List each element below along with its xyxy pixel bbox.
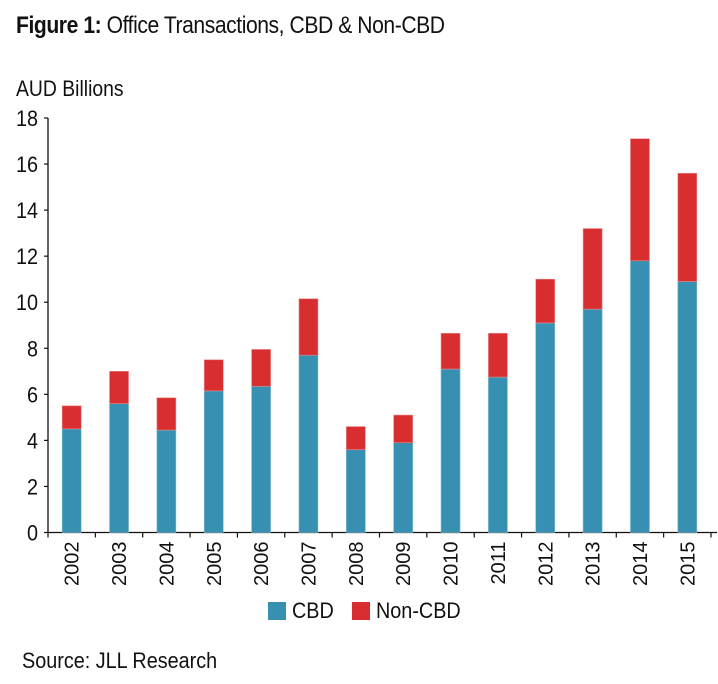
x-tick-label: 2002	[62, 542, 84, 587]
bar-non-cbd-2004	[156, 397, 177, 431]
bar-cbd-2009	[393, 442, 413, 533]
y-tick-label: 16	[16, 153, 38, 177]
legend-swatch-cbd	[268, 602, 286, 620]
x-tick-label: 2007	[298, 542, 320, 587]
stacked-bar-chart: 0 2 4 6 8 10 12 14 16 18 2002 2003 2004 2005 2006 2007…	[16, 107, 717, 587]
bar-cbd-2004	[156, 429, 177, 533]
bar-cbd-2007	[298, 354, 319, 533]
y-tick-label: 0	[27, 522, 38, 546]
legend: CBD Non-CBD	[268, 598, 485, 624]
bar-cbd-2011	[488, 376, 508, 533]
bar-non-cbd-2008	[346, 426, 366, 450]
y-tick-label: 4	[27, 429, 38, 453]
bar-non-cbd-2014	[630, 138, 650, 262]
x-tick-label: 2013	[583, 542, 605, 587]
x-tick-label: 2012	[535, 542, 557, 587]
bar-non-cbd-2007	[298, 298, 319, 356]
bar-non-cbd-2003	[109, 371, 129, 404]
bar-cbd-2012	[535, 322, 556, 533]
x-tick-label: 2015	[677, 542, 699, 587]
y-tick-label: 18	[16, 107, 38, 131]
bar-cbd-2003	[109, 403, 129, 533]
y-tick-label: 6	[27, 383, 38, 407]
legend-label-non-cbd: Non-CBD	[376, 598, 462, 623]
bar-non-cbd-2015	[677, 172, 698, 282]
bar-cbd-2006	[251, 385, 271, 533]
y-axis: 0 2 4 6 8 10 12 14 16 18	[16, 107, 49, 546]
x-tick-label: 2008	[346, 542, 368, 587]
y-tick-label: 12	[16, 245, 38, 269]
x-tick-label: 2006	[251, 542, 273, 587]
bar-non-cbd-2006	[251, 349, 271, 387]
bar-cbd-2014	[630, 260, 650, 533]
legend-item-cbd: CBD	[268, 598, 338, 624]
x-tick-label: 2010	[441, 542, 463, 587]
x-tick-label: 2005	[204, 542, 226, 587]
x-tick-label: 2009	[393, 542, 415, 587]
bar-non-cbd-2010	[440, 333, 461, 370]
bar-cbd-2008	[346, 449, 366, 533]
x-tick-label: 2003	[109, 542, 131, 587]
y-axis-label: AUD Billions	[16, 76, 124, 101]
bar-cbd-2015	[677, 281, 698, 533]
x-tick-label: 2004	[156, 542, 178, 587]
bar-cbd-2010	[440, 368, 461, 533]
figure-title-text: Office Transactions, CBD & Non-CBD	[101, 12, 445, 39]
y-tick-label: 2	[27, 476, 38, 500]
bar-cbd-2002	[61, 428, 82, 533]
bar-non-cbd-2002	[61, 405, 82, 430]
source-note: Source: JLL Research	[22, 648, 218, 673]
figure-title-label: Figure 1:	[16, 12, 102, 39]
x-tick-label: 2011	[488, 542, 510, 585]
legend-swatch-non-cbd	[352, 602, 371, 620]
y-tick-label: 14	[16, 199, 38, 223]
bars	[61, 138, 698, 533]
legend-label-cbd: CBD	[292, 598, 334, 623]
bar-non-cbd-2013	[582, 228, 603, 310]
bar-cbd-2013	[582, 308, 603, 533]
x-axis: 2002 2003 2004 2005 2006 2007 2008 2009 2010 2011…	[47, 531, 717, 587]
bar-non-cbd-2011	[488, 333, 508, 378]
y-tick-label: 8	[27, 337, 38, 361]
bar-non-cbd-2005	[203, 359, 224, 392]
x-tick-label: 2014	[630, 542, 652, 587]
y-tick-label: 10	[16, 291, 38, 315]
bar-non-cbd-2009	[393, 414, 413, 443]
legend-item-non-cbd: Non-CBD	[352, 598, 470, 624]
bar-non-cbd-2012	[535, 278, 556, 324]
bar-cbd-2005	[203, 390, 224, 533]
figure-title: Figure 1: Office Transactions, CBD & Non…	[16, 12, 445, 40]
